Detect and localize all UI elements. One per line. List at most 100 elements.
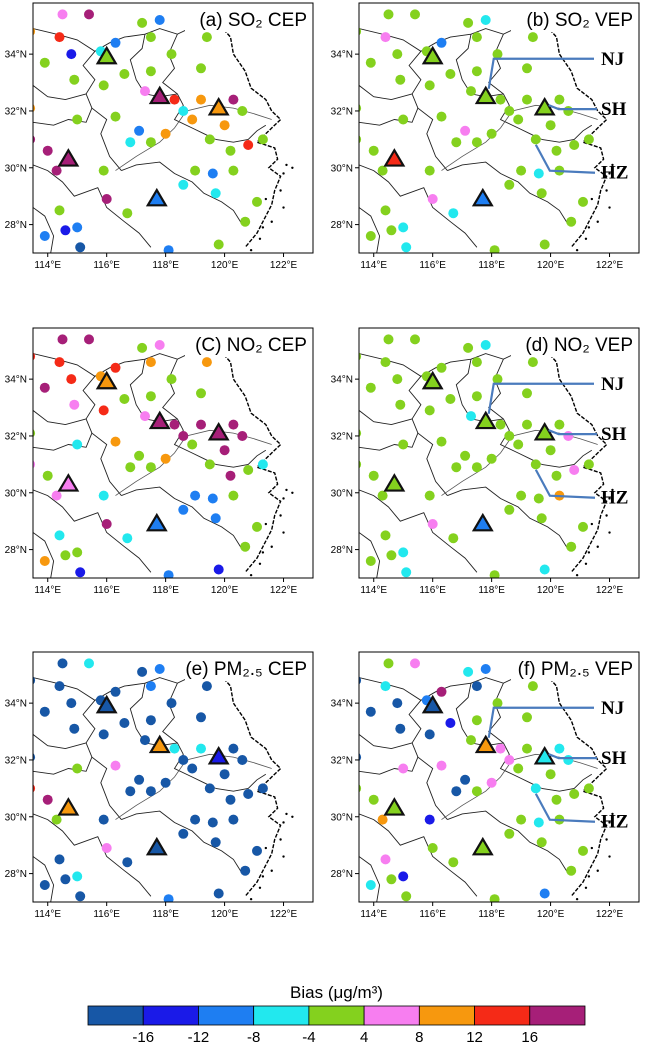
site-marker (145, 462, 156, 473)
colorbar-segment (474, 1005, 531, 1026)
site-marker (471, 786, 482, 797)
site-marker (101, 843, 112, 853)
site-marker (72, 222, 83, 233)
site-marker (504, 106, 515, 116)
site-marker (578, 196, 588, 207)
site-marker (42, 470, 53, 481)
colorbar-label: -12 (188, 1029, 210, 1046)
site-marker (54, 205, 65, 216)
island (270, 869, 273, 872)
site-marker (436, 37, 447, 48)
site-marker (196, 388, 206, 399)
island (590, 522, 594, 526)
island (596, 869, 599, 872)
colorbar: -16 -12 -8 -4 4 8 12 16 Bias (μg/m³) (87, 983, 586, 1046)
site-marker (445, 69, 456, 79)
site-marker (201, 32, 212, 43)
city-triangle (145, 512, 168, 532)
city-triangle (474, 85, 497, 105)
panel-frame (358, 2, 640, 254)
province-boundary (359, 756, 419, 775)
city-triangle (148, 85, 171, 105)
site-marker (39, 382, 50, 393)
site-marker (145, 715, 156, 726)
coastline (212, 341, 282, 573)
callout-line (534, 793, 596, 823)
site-marker (471, 681, 482, 692)
site-marker (69, 74, 80, 85)
site-marker (39, 231, 50, 241)
province-boundary (121, 161, 243, 225)
site-marker (395, 399, 406, 410)
site-marker (492, 49, 503, 60)
y-tick-label: 32°N (331, 431, 353, 442)
site-marker (140, 86, 150, 97)
island (285, 812, 288, 816)
city-triangle (383, 148, 406, 167)
island (258, 886, 262, 889)
site-marker (359, 429, 362, 438)
colorbar-segment (529, 1005, 586, 1026)
y-tick-label: 30°N (331, 812, 353, 823)
site-marker (33, 104, 36, 113)
site-marker (545, 445, 556, 456)
province-boundary (215, 449, 267, 468)
site-marker (163, 570, 174, 578)
panel-title: (f) PM₂.₅ VEP (518, 659, 633, 680)
site-marker (39, 706, 50, 717)
x-tick-label: 116°E (419, 260, 446, 271)
site-marker (554, 94, 565, 105)
coastline (212, 16, 282, 248)
city-label-nj: NJ (601, 374, 624, 395)
site-marker (257, 459, 268, 470)
city-label-nj: NJ (601, 698, 624, 719)
site-marker (569, 465, 580, 475)
island (584, 886, 588, 889)
site-marker (225, 794, 236, 805)
site-marker (398, 222, 409, 233)
x-tick-label: 120°E (537, 909, 565, 920)
site-marker (213, 564, 224, 575)
city-label-hz: HZ (601, 812, 628, 833)
site-marker (243, 465, 254, 475)
site-marker (398, 439, 409, 450)
site-marker (504, 179, 515, 190)
island (608, 497, 611, 500)
site-marker (539, 239, 550, 250)
colorbar-segment (363, 1005, 420, 1026)
site-marker (359, 352, 362, 361)
site-marker (166, 698, 177, 709)
city-triangle (148, 734, 171, 754)
site-marker (187, 439, 198, 450)
city-triangle (207, 96, 230, 116)
site-marker (145, 681, 156, 692)
x-tick-label: 114°E (360, 909, 387, 920)
map-panel: (e) PM₂.₅ CEP 114°E 116°E 118°E 120°E 122°E 28… (5, 651, 314, 920)
callout-line (548, 104, 597, 111)
x-tick-label: 122°E (270, 585, 298, 596)
site-marker (145, 357, 156, 368)
site-marker (539, 564, 550, 575)
site-marker (219, 120, 230, 131)
island (611, 488, 614, 492)
site-marker (204, 134, 215, 145)
panel-title: (a) SO₂ CEP (199, 10, 307, 31)
site-marker (42, 794, 53, 805)
site-marker (72, 547, 83, 558)
site-marker (480, 340, 491, 350)
site-marker (424, 490, 435, 501)
island (285, 163, 288, 167)
site-marker (119, 69, 130, 79)
site-marker (110, 436, 121, 447)
island (605, 514, 608, 517)
province-boundary (488, 359, 542, 465)
site-marker (539, 888, 550, 899)
island (596, 545, 599, 548)
site-marker (125, 462, 136, 473)
site-marker (178, 179, 189, 190)
colorbar-segment (308, 1005, 365, 1026)
site-marker (368, 470, 379, 481)
province-boundary (455, 359, 504, 423)
callout-line (487, 57, 594, 89)
city-triangle (95, 370, 118, 390)
